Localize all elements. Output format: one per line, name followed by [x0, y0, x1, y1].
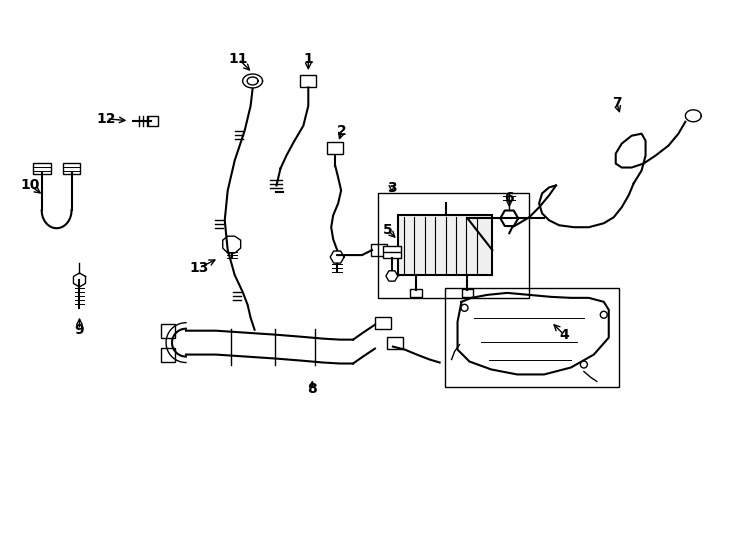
Text: 5: 5 [383, 223, 393, 237]
Text: 3: 3 [387, 181, 396, 195]
Bar [445, 288, 619, 387]
Bar [387, 336, 403, 349]
Text: 4: 4 [559, 328, 569, 342]
Bar [383, 246, 401, 258]
Bar [378, 193, 529, 298]
Bar [148, 116, 158, 126]
Bar [327, 141, 343, 153]
Bar [33, 163, 51, 174]
Bar [62, 163, 81, 174]
Bar [300, 75, 316, 87]
Bar [161, 323, 175, 338]
Bar [410, 289, 422, 297]
Text: 1: 1 [303, 52, 313, 66]
Bar [462, 289, 473, 297]
Text: 13: 13 [189, 261, 208, 275]
Text: 12: 12 [97, 112, 116, 126]
Text: 9: 9 [75, 323, 84, 337]
Text: 6: 6 [504, 191, 514, 205]
Text: 2: 2 [337, 124, 347, 138]
Bar [161, 348, 175, 361]
Bar [371, 244, 387, 256]
Text: 11: 11 [229, 52, 248, 66]
Bar [398, 215, 493, 275]
Bar [375, 317, 391, 329]
Text: 10: 10 [20, 178, 40, 192]
Text: 8: 8 [308, 382, 317, 396]
Text: 7: 7 [612, 96, 622, 110]
